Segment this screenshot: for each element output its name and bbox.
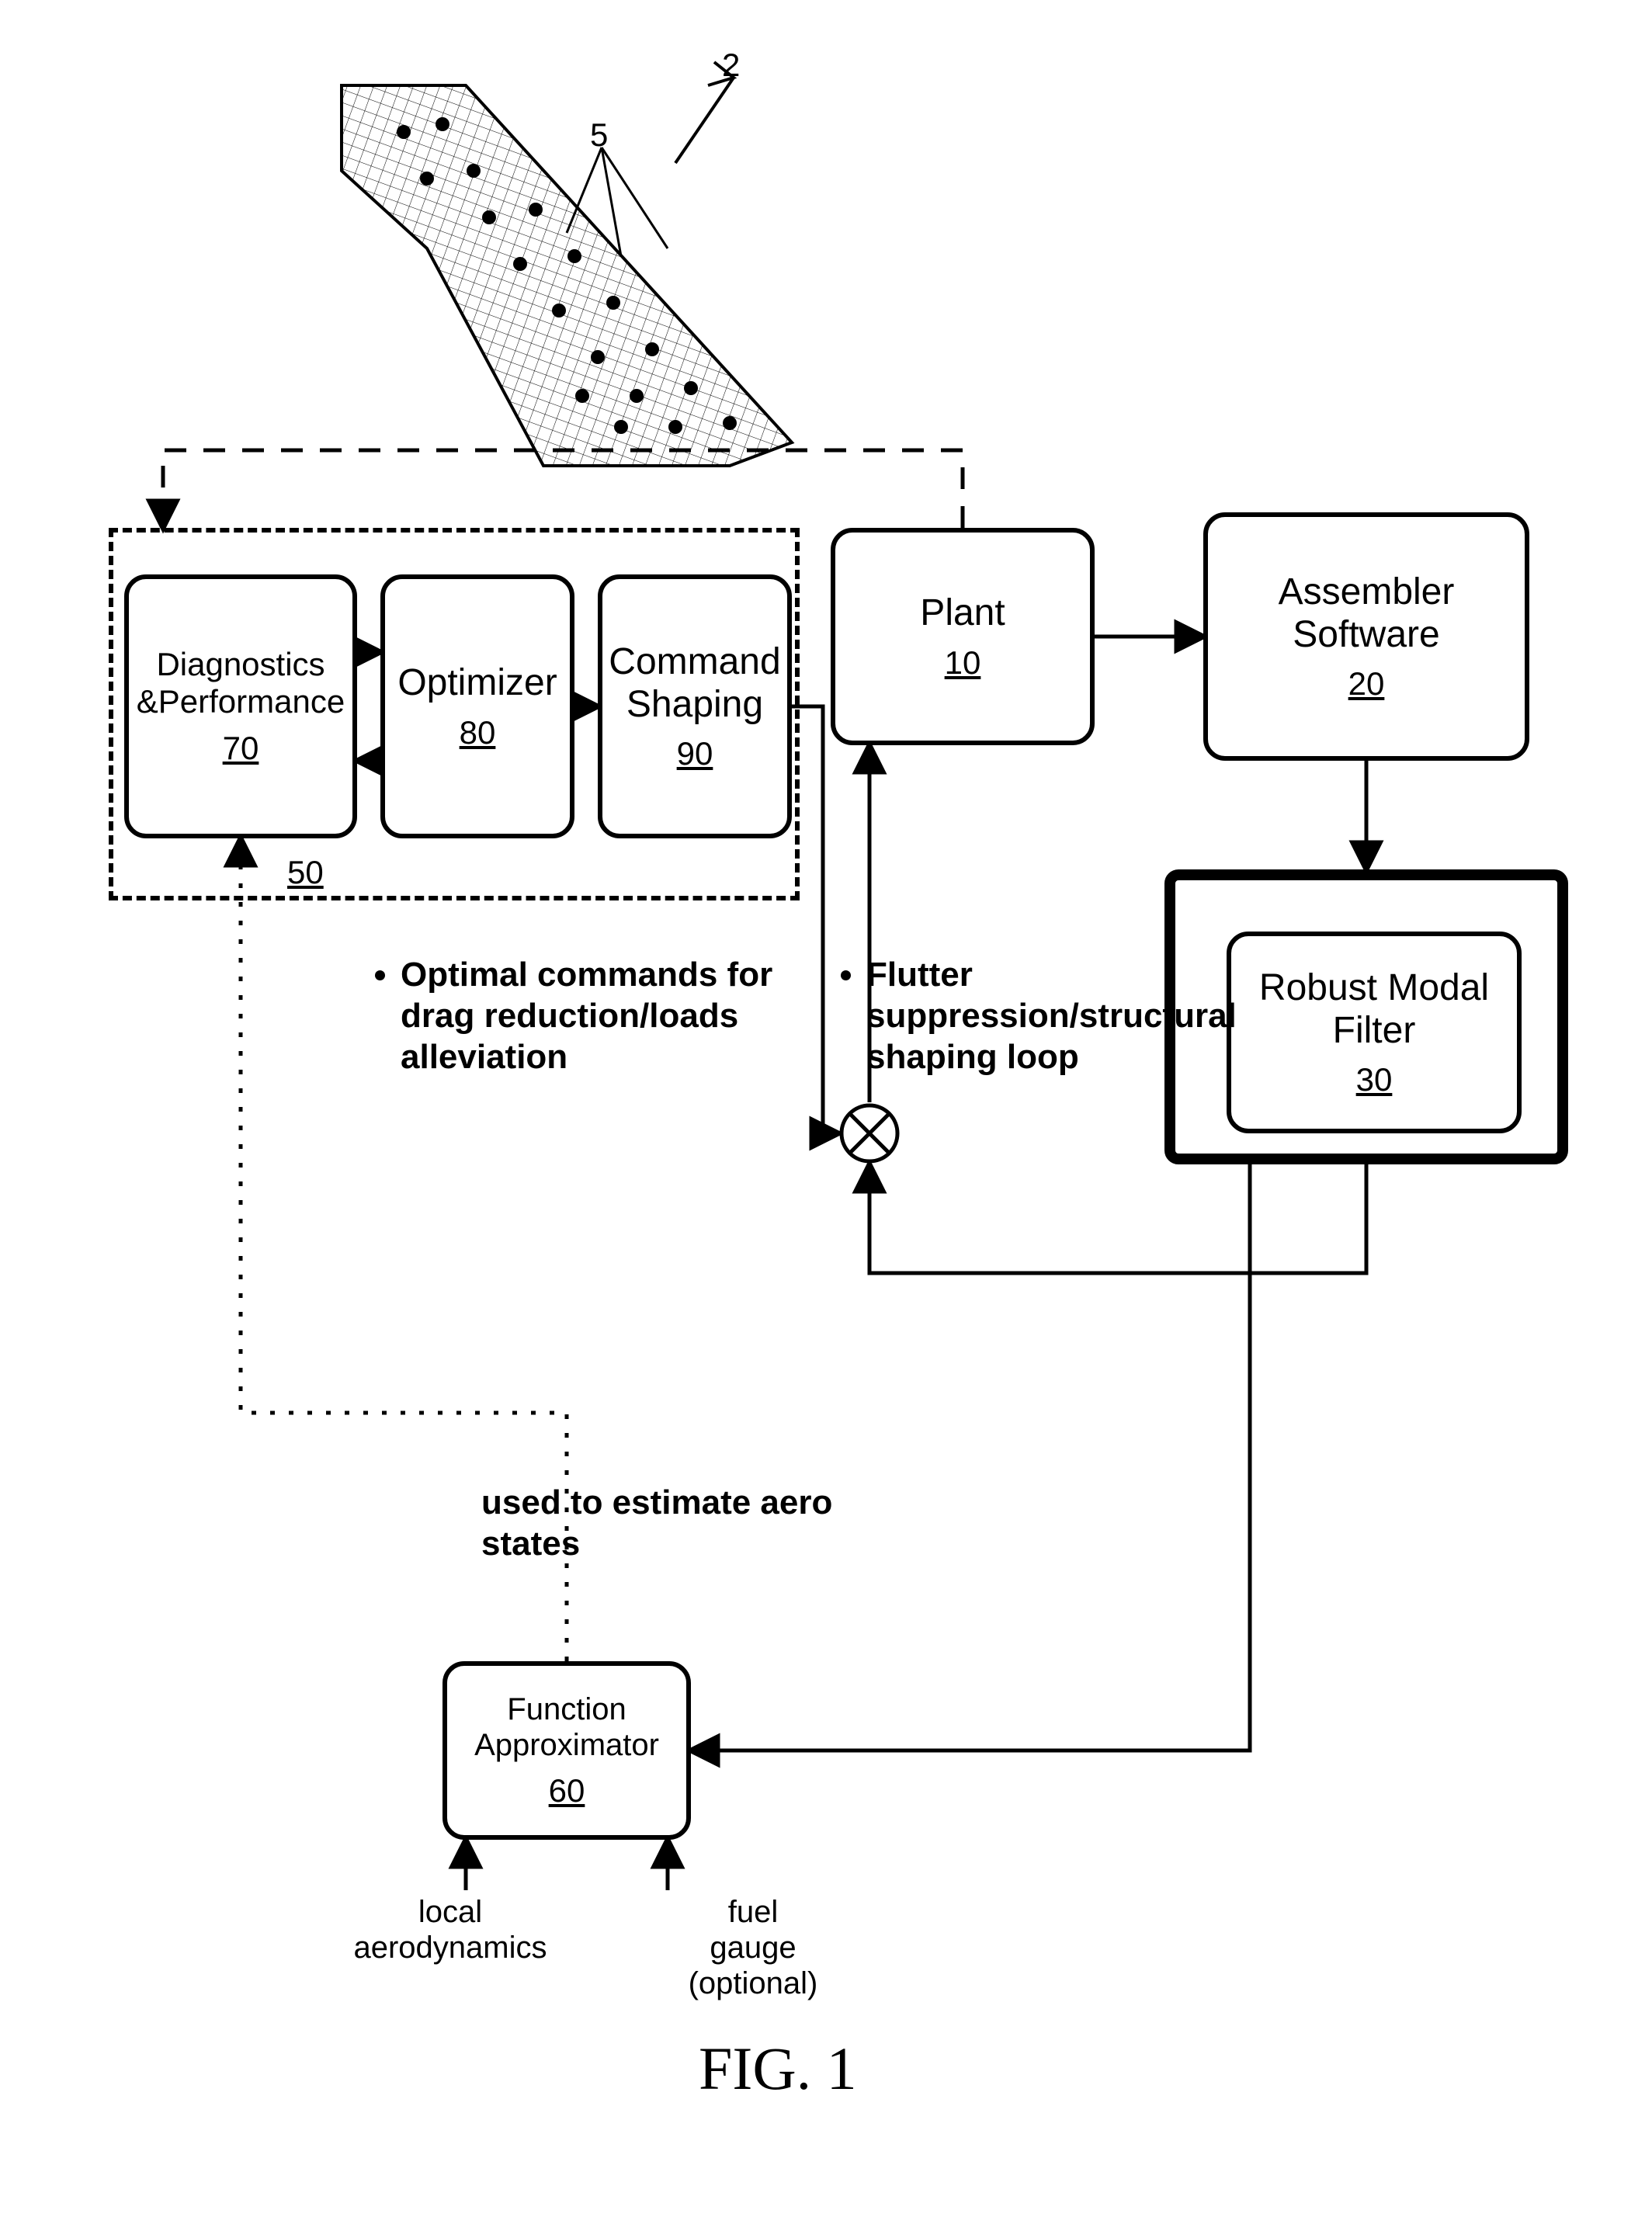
sum-node [838, 1102, 901, 1164]
cmd-num: 90 [677, 735, 713, 772]
func-label: Function Approximator [474, 1691, 659, 1763]
block-diagnostics: Diagnostics &Performance 70 [124, 574, 357, 838]
note-aero-estimate: used to estimate aero states [481, 1483, 916, 1565]
rmf-num: 30 [1356, 1061, 1393, 1098]
input-fuel-gauge: fuel gauge (optional) [668, 1894, 838, 2001]
figure-label: FIG. 1 [699, 2034, 857, 2104]
block-function-approximator: Function Approximator 60 [442, 1661, 691, 1840]
wing-mesh [311, 78, 807, 481]
assembler-label: Assembler Software [1279, 571, 1455, 656]
cmd-label: Command Shaping [609, 640, 780, 726]
plant-num: 10 [945, 644, 981, 682]
plant-label: Plant [920, 592, 1005, 634]
opt-num: 80 [460, 714, 496, 751]
diag-num: 70 [223, 730, 259, 767]
diag-label: Diagnostics &Performance [137, 646, 345, 721]
block-optimizer: Optimizer 80 [380, 574, 574, 838]
opt-label: Optimizer [397, 661, 557, 704]
rmf-label: Robust Modal Filter [1259, 966, 1489, 1052]
note-flutter: Flutter suppression/structural shaping l… [838, 955, 1180, 1077]
note-flutter-text: Flutter suppression/structural shaping l… [866, 955, 1180, 1077]
note-optimal-text: Optimal commands for drag reduction/load… [401, 955, 792, 1077]
callout-2: 2 [722, 47, 740, 84]
note-optimal-commands: Optimal commands for drag reduction/load… [373, 955, 792, 1077]
assembler-num: 20 [1348, 665, 1385, 703]
func-num: 60 [549, 1772, 585, 1809]
figure-1-diagram: 2 5 Plant 10 Assembler Software 20 Robus… [31, 31, 1621, 2193]
input-local-aerodynamics: local aerodynamics [326, 1894, 574, 1966]
block-plant: Plant 10 [831, 528, 1095, 745]
callout-5: 5 [590, 116, 608, 154]
block-command-shaping: Command Shaping 90 [598, 574, 792, 838]
block-assembler: Assembler Software 20 [1203, 512, 1529, 761]
dashed-group-num: 50 [287, 854, 324, 891]
block-rmf: Robust Modal Filter 30 [1227, 932, 1522, 1133]
